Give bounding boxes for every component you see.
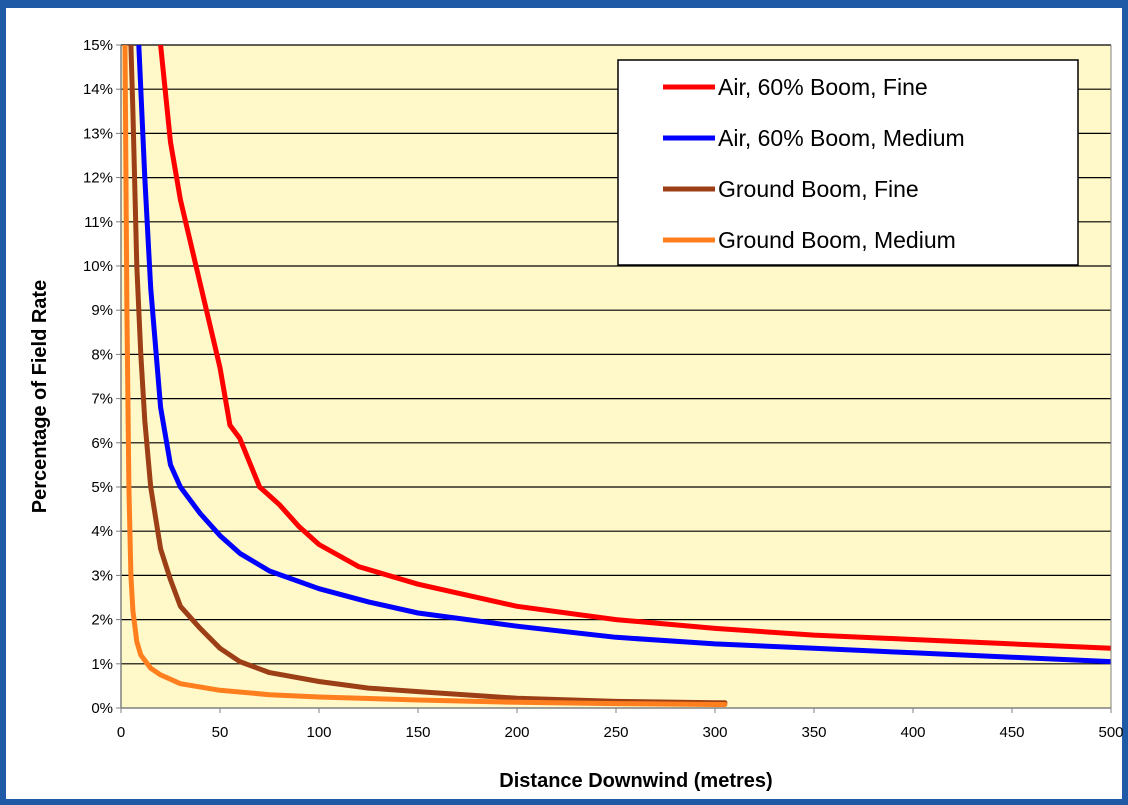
series-layer	[122, 45, 1111, 707]
x-tick-label: 250	[603, 724, 628, 741]
y-tick-label: 7%	[91, 391, 113, 408]
legend-box	[617, 59, 1079, 266]
y-tick-label: 15%	[83, 37, 113, 54]
y-tick-label: 11%	[84, 214, 113, 231]
legend: Air, 60% Boom, Fine Air, 60% Boom, Medium…	[617, 59, 1079, 266]
x-tick-label: 450	[999, 724, 1024, 741]
series-line	[122, 45, 728, 707]
series-line	[136, 45, 1111, 665]
y-tick-label: 8%	[91, 346, 113, 363]
y-tick-label: 0%	[91, 700, 113, 717]
y-tick-label: 9%	[91, 302, 113, 319]
x-tick-label: 200	[504, 724, 529, 741]
gridlines	[121, 44, 1111, 665]
y-tick-label: 13%	[83, 125, 113, 142]
x-tick-label: 100	[306, 724, 331, 741]
legend-entry: Ground Boom, Fine	[718, 176, 919, 202]
x-tick-label: 350	[801, 724, 826, 741]
x-tick-label: 0	[117, 724, 125, 741]
y-tick-label: 12%	[83, 170, 113, 187]
legend-entry: Ground Boom, Medium	[718, 227, 956, 253]
x-tick-label: 150	[405, 724, 430, 741]
legend-entry: Air, 60% Boom, Medium	[718, 125, 965, 151]
y-tick-label: 5%	[91, 479, 113, 496]
x-tick-label: 300	[702, 724, 727, 741]
y-tick-label: 6%	[91, 435, 113, 452]
x-tick-label: 400	[900, 724, 925, 741]
y-axis-title: Percentage of Field Rate	[29, 280, 51, 513]
x-tick-label: 500	[1098, 724, 1123, 741]
legend-entry: Air, 60% Boom, Fine	[718, 74, 928, 100]
y-tick-label: 10%	[83, 258, 113, 275]
x-tick-label: 50	[212, 724, 229, 741]
x-axis-title: Distance Downwind (metres)	[499, 770, 772, 792]
x-tick-labels: 0 50 100 150 200 250 300 350 400 450 500	[117, 724, 1124, 741]
series-line	[158, 45, 1111, 651]
y-tick-labels: 0% 1% 2% 3% 4% 5% 6% 7% 8% 9% 10% 11% 12% 13% 14% 15%	[83, 37, 113, 717]
y-tick-label: 3%	[91, 567, 113, 584]
axes	[116, 44, 1112, 713]
y-tick-label: 14%	[83, 81, 113, 98]
y-tick-label: 2%	[91, 612, 113, 629]
y-tick-label: 4%	[91, 523, 113, 540]
y-tick-label: 1%	[91, 656, 113, 673]
series-line	[128, 45, 728, 706]
